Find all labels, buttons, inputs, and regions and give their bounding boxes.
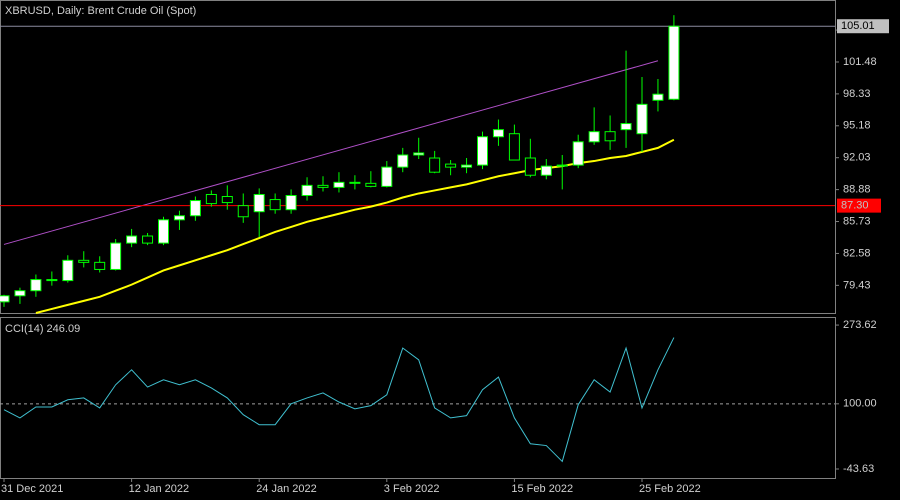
candle-body xyxy=(508,133,520,161)
candle-body xyxy=(317,184,329,188)
candle-body xyxy=(285,194,297,211)
y-tick-label: 101.48 xyxy=(843,56,877,68)
candle-body xyxy=(572,141,584,166)
plot: 79.43 82.58 85.73 88.88 92.03 95.18 98.33 101.4… xyxy=(0,15,877,495)
indicator-title: CCI(14) 246.09 xyxy=(5,323,80,335)
candle-body xyxy=(540,165,552,176)
y-tick-label: 273.62 xyxy=(843,319,877,331)
candle-body xyxy=(349,181,361,184)
x-tick-label: 12 Jan 2022 xyxy=(129,483,190,495)
x-tick-label: 3 Feb 2022 xyxy=(384,483,440,495)
candle-body xyxy=(14,290,26,297)
candle-body xyxy=(253,193,265,213)
candle-body xyxy=(429,157,441,173)
candle-body xyxy=(604,131,616,142)
candle-body xyxy=(668,25,680,100)
candle-body xyxy=(445,163,457,168)
candle-body xyxy=(126,235,138,244)
cci-line xyxy=(3,337,675,463)
candle-body xyxy=(636,103,648,135)
chart-title: XBRUSD, Daily: Brent Crude Oil (Spot) xyxy=(5,5,196,17)
candle-body xyxy=(142,235,154,244)
candle-body xyxy=(524,157,536,176)
y-tick-label: 95.18 xyxy=(843,120,871,132)
y-tick-label: 92.03 xyxy=(843,152,871,164)
x-tick-label: 25 Feb 2022 xyxy=(639,483,701,495)
trend-line xyxy=(3,60,659,245)
candle-body xyxy=(492,129,504,138)
candle-body xyxy=(461,164,473,168)
level-label: 87.30 xyxy=(841,200,869,212)
y-tick-label: 85.73 xyxy=(843,215,871,227)
y-tick-label: -43.63 xyxy=(843,463,874,475)
candle-body xyxy=(221,196,233,204)
y-tick-label: 88.88 xyxy=(843,184,871,196)
y-tick-label: 100.00 xyxy=(843,398,877,410)
candle-body xyxy=(46,279,58,282)
candle-body xyxy=(333,181,345,188)
main-frame xyxy=(0,0,836,314)
y-tick-label: 82.58 xyxy=(843,247,871,259)
candle-body xyxy=(588,131,600,143)
x-tick-label: 15 Feb 2022 xyxy=(511,483,573,495)
level-label-box xyxy=(837,198,881,213)
candle-body xyxy=(301,184,313,196)
y-tick-label: 98.33 xyxy=(843,88,871,100)
overlay: 105.01 87.30 xyxy=(837,19,889,213)
candle-body xyxy=(381,166,393,187)
candle-body xyxy=(158,219,169,244)
candle-body xyxy=(94,261,106,270)
cci-frame xyxy=(0,317,836,479)
candle-body xyxy=(0,295,10,303)
candle-body xyxy=(397,154,409,168)
bid-label: 105.01 xyxy=(841,20,875,32)
candle-body xyxy=(620,123,632,131)
candle-body xyxy=(269,199,281,211)
candle-body xyxy=(30,279,42,292)
candle-body xyxy=(62,259,74,282)
candle-body xyxy=(189,200,201,217)
candle-body xyxy=(205,193,217,205)
x-tick-label: 31 Dec 2021 xyxy=(1,483,63,495)
candle-body xyxy=(365,182,377,187)
x-tick-label: 24 Jan 2022 xyxy=(256,483,317,495)
candle-body xyxy=(556,164,568,167)
candle-body xyxy=(237,205,249,218)
candle-body xyxy=(110,242,122,270)
candle-body xyxy=(78,259,90,263)
y-tick-label: 79.43 xyxy=(843,279,871,291)
candle-body xyxy=(173,215,185,221)
candle-body xyxy=(477,136,488,166)
candle-body xyxy=(652,93,664,101)
candle-body xyxy=(413,152,425,156)
bid-label-box xyxy=(837,19,889,34)
